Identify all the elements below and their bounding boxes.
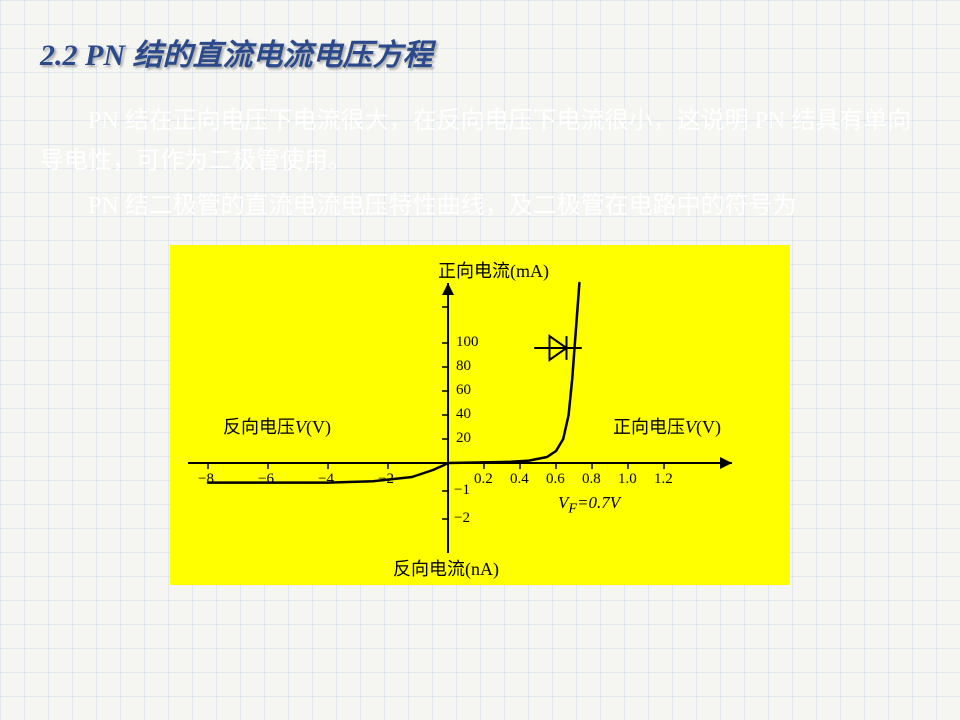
x-axis-left-label: 反向电压V(V) — [223, 413, 331, 439]
ytick-neg-2: −2 — [454, 510, 470, 527]
y-axis-bottom-label: 反向电流(nA) — [393, 555, 499, 581]
iv-curve-chart: 正向电流(mA)反向电流(nA)反向电压V(V)正向电压V(V)20406080… — [178, 253, 782, 573]
xtick-1: 1.0 — [618, 471, 637, 488]
section-title: 2.2 PN 结的直流电流电压方程 — [40, 30, 920, 74]
xtick-0.8: 0.8 — [582, 471, 601, 488]
ytick-40: 40 — [456, 406, 471, 423]
xtick-neg-2: −2 — [378, 471, 394, 488]
chart-container: 正向电流(mA) 反向电流(nA) 反向电压V(V) 正向电压V(V) 20 40 60 80… — [170, 245, 790, 585]
ytick-100: 100 — [456, 334, 479, 351]
ytick-60: 60 — [456, 382, 471, 399]
paragraph-1-text: PN 结在正向电压下电流很大，在反向电压下电流很小，这说明 PN 结具有单向导电… — [40, 108, 911, 174]
xtick-1.2: 1.2 — [654, 471, 673, 488]
x-axis-right-label: 正向电压V(V) — [613, 413, 721, 439]
paragraph-2-text: PN 结二极管的直流电流电压特性曲线，及二极管在电路中的符号为 — [88, 193, 797, 219]
paragraph-2: PN 结二极管的直流电流电压特性曲线，及二极管在电路中的符号为 — [40, 187, 920, 227]
vf-label: VF=0.7V — [558, 493, 620, 517]
xtick-0.2: 0.2 — [474, 471, 493, 488]
ytick-20: 20 — [456, 430, 471, 447]
y-axis-top-label: 正向电流(mA) — [438, 257, 549, 283]
xtick-neg-8: −8 — [198, 471, 214, 488]
xtick-neg-4: −4 — [318, 471, 334, 488]
xtick-0.4: 0.4 — [510, 471, 529, 488]
xtick-neg-6: −6 — [258, 471, 274, 488]
xtick-0.6: 0.6 — [546, 471, 565, 488]
paragraph-1: PN 结在正向电压下电流很大，在反向电压下电流很小，这说明 PN 结具有单向导电… — [40, 102, 920, 181]
ytick-neg-1: −1 — [454, 482, 470, 499]
ytick-80: 80 — [456, 358, 471, 375]
